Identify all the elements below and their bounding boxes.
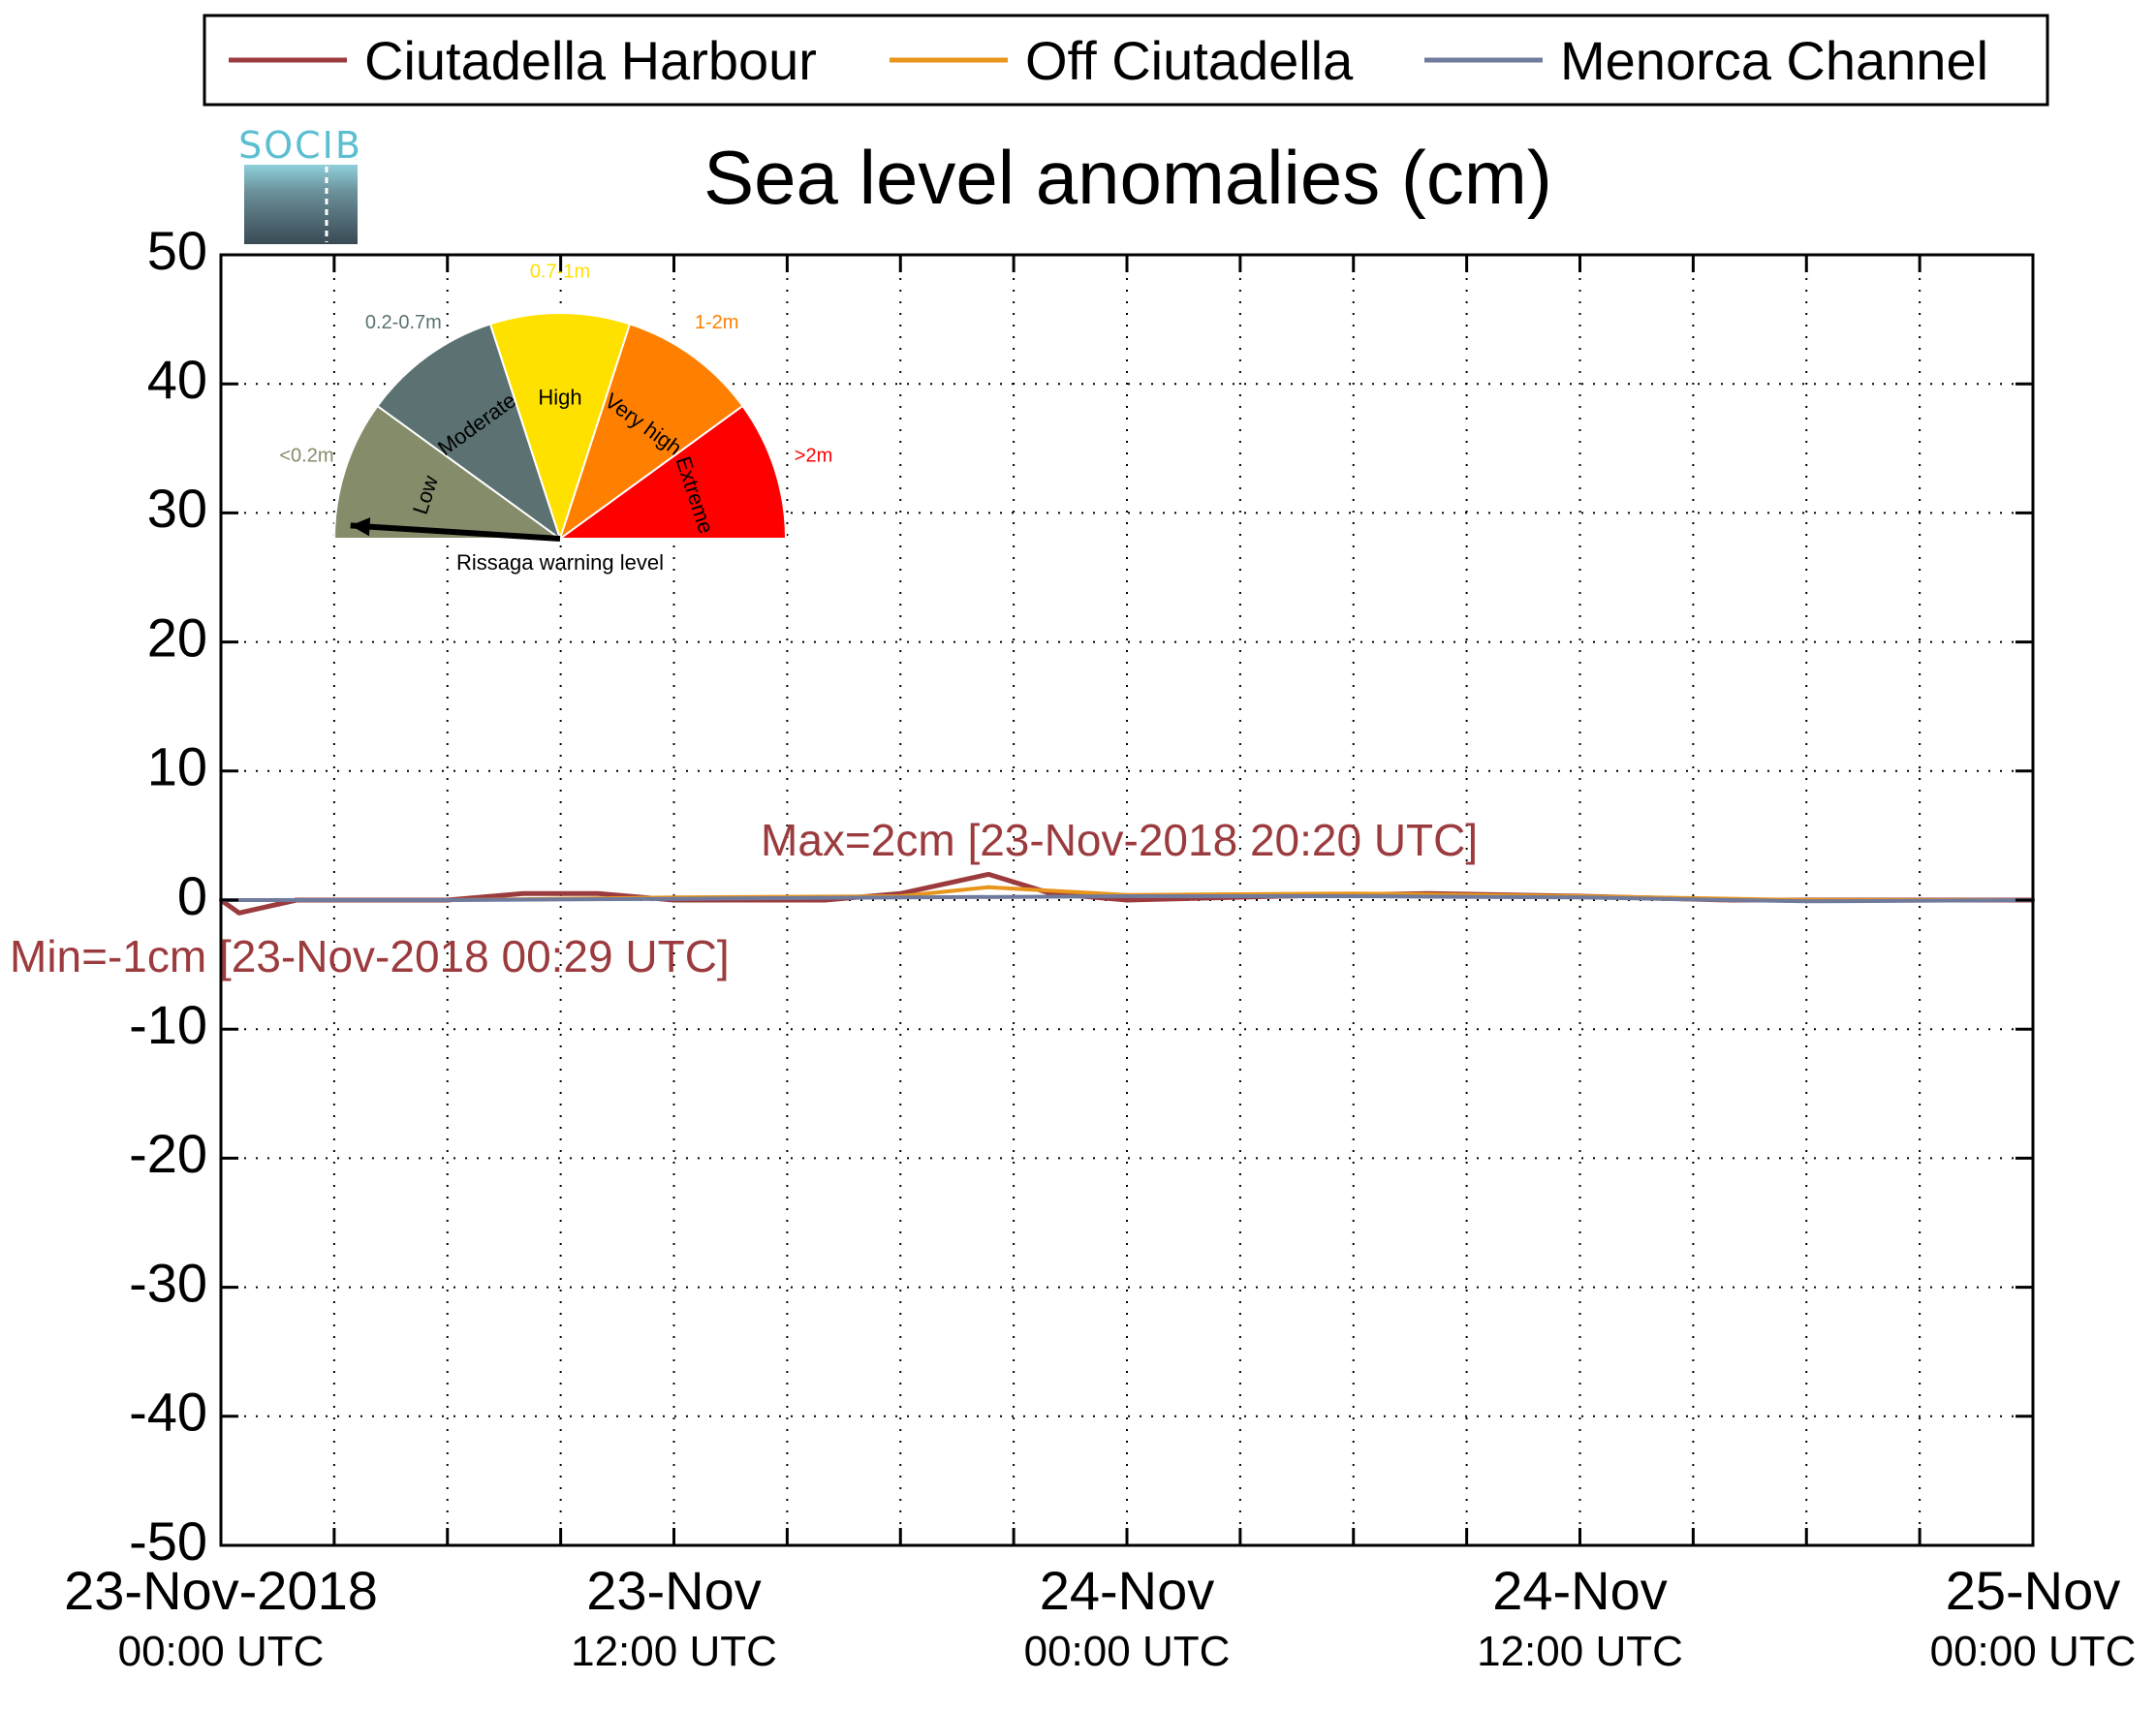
gauge-caption: Rissaga warning level <box>456 550 664 575</box>
gauge-sector-extreme <box>556 404 788 540</box>
x-tick-label-date: 24-Nov <box>1492 1560 1668 1621</box>
y-tick-label: -40 <box>129 1382 207 1443</box>
x-tick-label-date: 23-Nov-2018 <box>64 1560 378 1621</box>
series-layer <box>219 871 2035 916</box>
data-point <box>1125 894 1129 899</box>
y-tick-label: 0 <box>177 865 207 926</box>
x-tick-label-time: 00:00 UTC <box>118 1628 325 1675</box>
legend-label-off-ciutadella: Off Ciutadella <box>1025 30 1354 91</box>
x-tick-label-date: 23-Nov <box>586 1560 762 1621</box>
x-tick-label-time: 00:00 UTC <box>1930 1628 2137 1675</box>
legend-label-menorca-channel: Menorca Channel <box>1560 30 1988 91</box>
data-point <box>520 891 525 896</box>
logo-text: SOCIB <box>238 124 362 167</box>
gauge-needle <box>350 522 561 542</box>
y-tick-label: 10 <box>147 736 207 797</box>
x-tick-label-date: 25-Nov <box>1946 1560 2121 1621</box>
y-tick-label: -10 <box>129 994 207 1055</box>
gauge-range-label: 0.7-1m <box>530 261 590 282</box>
y-tick-label: -20 <box>129 1123 207 1184</box>
logo-block <box>244 165 358 244</box>
data-point <box>1578 895 1582 900</box>
legend: Ciutadella Harbour Off Ciutadella Menorc… <box>203 14 2049 107</box>
chart-title: Sea level anomalies (cm) <box>703 135 1552 220</box>
data-point <box>898 895 903 900</box>
data-point <box>445 898 450 902</box>
x-tick-label-time: 12:00 UTC <box>1477 1628 1683 1675</box>
data-point <box>1351 894 1356 899</box>
x-tick-label-time: 12:00 UTC <box>571 1628 777 1675</box>
x-tick-label-date: 24-Nov <box>1040 1560 1215 1621</box>
gauge-range-label: 0.2-0.7m <box>365 312 442 333</box>
y-tick-label: 20 <box>147 607 207 668</box>
data-point <box>1125 898 1129 902</box>
gauge-sector-low <box>332 404 564 540</box>
y-tick-label: -50 <box>129 1510 207 1572</box>
legend-frame <box>203 14 2049 107</box>
gauge-sector-high <box>488 311 632 543</box>
x-tick-labels: 23-Nov-2018 00:00 UTC 23-Nov 12:00 UTC 24-No… <box>64 1560 2136 1675</box>
y-tick-label: 50 <box>147 220 207 281</box>
data-point <box>1804 899 1809 904</box>
x-tick-label-time: 00:00 UTC <box>1024 1628 1231 1675</box>
data-point <box>986 885 991 889</box>
data-point <box>236 911 241 916</box>
y-tick-label: -30 <box>129 1252 207 1313</box>
y-tick-label: 30 <box>147 478 207 539</box>
gauge-range-label: 1-2m <box>695 312 739 333</box>
data-point <box>672 896 676 901</box>
gauge-sector-moderate <box>376 323 562 542</box>
ticks <box>219 253 2035 1547</box>
legend-label-ciutadella-harbour: Ciutadella Harbour <box>364 30 817 91</box>
gauge-range-label: >2m <box>795 445 832 466</box>
y-tick-label: 40 <box>147 349 207 410</box>
data-point <box>596 891 601 896</box>
socib-logo: SOCIB <box>238 124 362 244</box>
gauge-sector-very-high <box>558 323 744 542</box>
y-tick-labels: 50 40 30 20 10 0 -10 -20 -30 -40 -50 <box>129 220 207 1572</box>
gauge-range-label: <0.2m <box>279 445 333 466</box>
gauge-sector-label: High <box>538 385 581 409</box>
gauge-needle-head <box>350 517 371 537</box>
min-annotation: Min=-1cm [23-Nov-2018 00:29 UTC] <box>10 931 730 981</box>
data-point <box>986 872 991 877</box>
max-annotation: Max=2cm [23-Nov-2018 20:20 UTC] <box>761 815 1478 865</box>
plot-area <box>219 253 2035 1547</box>
